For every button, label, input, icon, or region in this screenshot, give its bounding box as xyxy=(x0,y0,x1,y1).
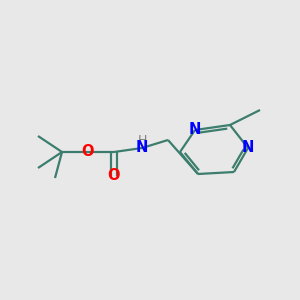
Text: N: N xyxy=(189,122,201,137)
Text: O: O xyxy=(82,145,94,160)
Text: H: H xyxy=(137,134,147,148)
Text: O: O xyxy=(108,169,120,184)
Text: N: N xyxy=(242,140,254,155)
Text: N: N xyxy=(136,140,148,155)
